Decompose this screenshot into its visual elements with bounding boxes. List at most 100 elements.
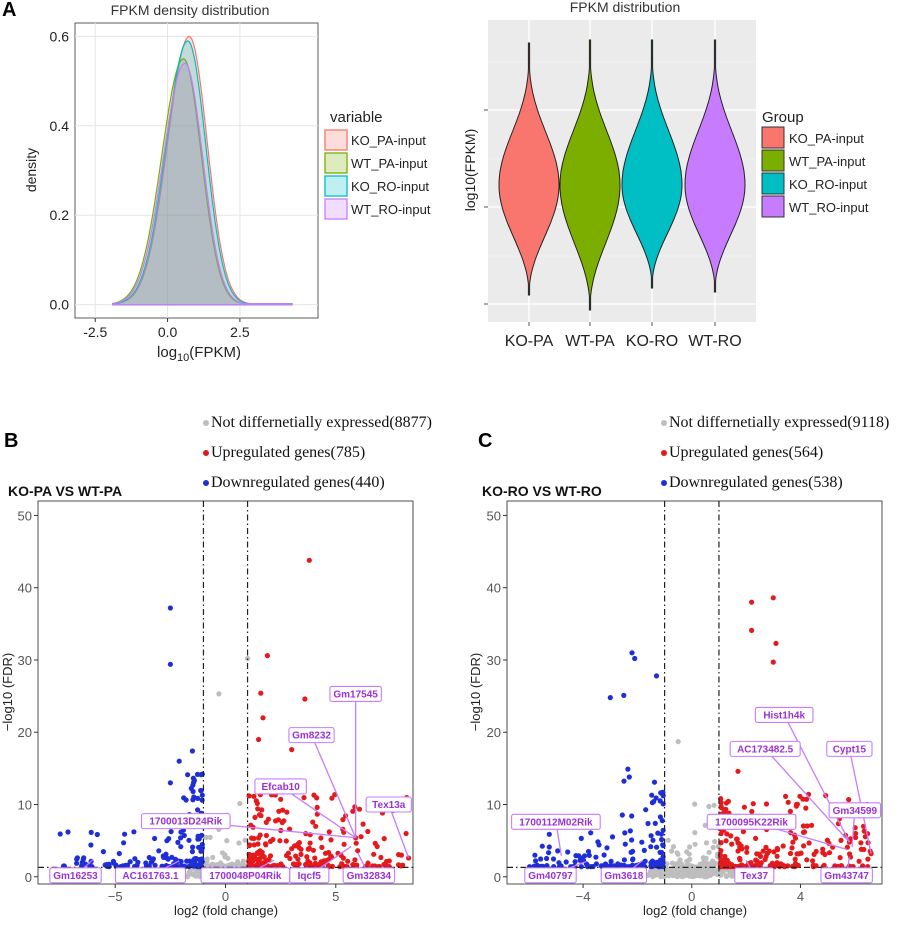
volC-point (718, 840, 724, 846)
volC-point (652, 820, 658, 827)
volB-point (132, 856, 138, 862)
volB-point (167, 661, 173, 667)
volB-point (292, 843, 298, 849)
volC-point (778, 861, 784, 867)
volB-point (251, 835, 257, 842)
volB-point (189, 849, 195, 855)
volC-point (655, 830, 661, 836)
volB-point (127, 859, 133, 865)
volB-point (284, 809, 290, 815)
volC-point (659, 818, 665, 824)
volB-point (116, 850, 122, 857)
volB-point (102, 862, 108, 868)
volB-point (340, 855, 346, 861)
volB-point (146, 854, 152, 861)
volC-point (659, 849, 665, 856)
volB-point (258, 690, 264, 696)
volC-x-tick-label: 4 (797, 889, 804, 904)
volC-label-box (826, 740, 873, 757)
volB-point (199, 792, 205, 798)
volcano-c-title: KO-RO VS WT-RO (482, 483, 602, 499)
volC-point (601, 852, 607, 858)
volC-y-tick-label: 0 (494, 870, 501, 885)
volB-point (306, 845, 312, 851)
volC-point (718, 803, 724, 810)
violin-x-tick-label: WT-PA (565, 333, 615, 350)
volB-point (329, 795, 335, 801)
volC-point (785, 799, 791, 805)
volC-point (774, 853, 780, 859)
volC-point (760, 848, 766, 854)
volB-point (381, 836, 387, 842)
volC-label-text: 1700112M02Rik (519, 817, 593, 828)
volB-point (251, 793, 257, 800)
volB-point (186, 837, 192, 843)
volC-point (861, 846, 867, 853)
volB-label-text: Efcab10 (261, 782, 300, 793)
volC-point (676, 868, 682, 874)
violin-legend-label: KO_PA-input (789, 131, 864, 146)
volC-point (686, 851, 692, 857)
volC-point (650, 874, 656, 880)
volB-label-connector (280, 785, 357, 839)
volB-legend-label: Not differnetially expressed(8877) (211, 414, 432, 431)
volB-point (178, 829, 184, 835)
volB-point (352, 857, 358, 863)
volC-point (593, 854, 599, 860)
volC-point (604, 845, 610, 851)
volB-point (279, 819, 285, 826)
volB-point (263, 841, 269, 847)
volB-point (263, 832, 269, 839)
volB-point (190, 782, 196, 788)
volB-point (310, 819, 316, 825)
volB-point (169, 854, 175, 860)
volC-point (750, 801, 756, 807)
volC-point (675, 851, 681, 857)
violin-legend: KO_PA-input WT_PA-input KO_RO-input WT_RO-i… (761, 126, 869, 218)
violin-x-tick-label: KO-PA (505, 333, 554, 350)
volC-point (711, 862, 717, 868)
volC-point (630, 848, 636, 855)
volB-point (398, 852, 404, 858)
volB-point (100, 849, 106, 855)
volB-point (358, 834, 364, 840)
volB-label-text: Tex13a (372, 800, 406, 811)
volC-point (641, 847, 647, 854)
density-y-tick-label: 0.4 (50, 118, 70, 134)
volC-point (771, 861, 777, 867)
volC-point (544, 855, 550, 862)
volC-point (648, 833, 654, 839)
volB-point (181, 832, 187, 839)
volB-point (314, 804, 320, 811)
volC-label-box (754, 706, 814, 723)
volB-point (384, 858, 390, 865)
panel-letter-c: C (478, 430, 492, 452)
volC-point (539, 843, 545, 849)
volC-point (792, 856, 798, 862)
volC-point (809, 822, 815, 828)
volC-label-box (706, 813, 797, 830)
volB-point (178, 844, 184, 850)
volC-point (729, 841, 735, 847)
density-legend-label: KO_PA-input (351, 133, 426, 148)
volB-point (74, 855, 80, 861)
volB-point (131, 829, 137, 835)
volB-point (313, 823, 319, 829)
violin-WT-PA (559, 39, 621, 311)
volC-point (706, 803, 712, 810)
volB-label-text: 1700013D24Rik (149, 817, 222, 828)
volB-point (328, 853, 334, 859)
volC-point (763, 853, 769, 860)
volB-point (356, 806, 363, 812)
volB-point (198, 848, 204, 854)
volB-point (135, 859, 141, 866)
volC-point (654, 860, 660, 866)
volC-point (546, 850, 552, 856)
volcano-b-chart: Not differnetially expressed(8877) Upregu… (0, 414, 432, 918)
volC-point (744, 845, 750, 851)
volB-point (167, 780, 173, 786)
volC-point (793, 803, 800, 809)
volC-label-text: Gm3618 (604, 871, 643, 882)
volB-point (353, 840, 359, 846)
volC-point (649, 792, 655, 798)
